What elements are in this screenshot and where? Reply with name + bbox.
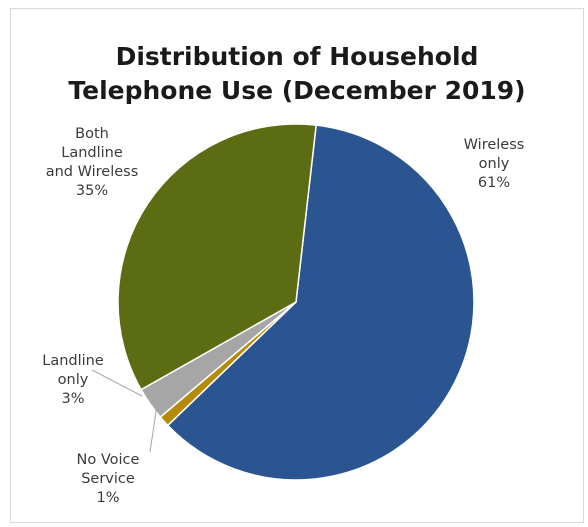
label-landline-value: 3% [61, 391, 85, 407]
label-wireless-line-2: only [478, 156, 510, 172]
label-both-line-3: and Wireless [45, 164, 139, 180]
leader-line-landline-only [91, 369, 143, 397]
label-both-line-1: Both [75, 126, 109, 142]
label-wireless-only: Wireless only 61% [452, 136, 536, 193]
label-wireless-value: 61% [477, 175, 511, 191]
label-no-voice-line-1: No Voice [76, 452, 140, 468]
label-both-line-2: Landline [61, 145, 123, 161]
label-landline-line-2: only [57, 372, 89, 388]
slice-wireless-only [166, 124, 475, 481]
label-landline-only: Landline only 3% [28, 352, 118, 409]
label-wireless-line-1: Wireless [463, 137, 525, 153]
label-both: Both Landline and Wireless 35% [36, 125, 148, 201]
label-landline-line-1: Landline [42, 353, 104, 369]
label-no-voice-service: No Voice Service 1% [60, 451, 156, 508]
slice-both-landline-and-wireless [117, 123, 317, 391]
label-both-value: 35% [75, 183, 109, 199]
chart-title: Distribution of Household Telephone Use … [10, 40, 584, 108]
label-no-voice-line-2: Service [81, 471, 135, 487]
leader-line-no-voice-service [149, 404, 158, 453]
label-no-voice-value: 1% [96, 490, 120, 506]
chart-title-line-1: Distribution of Household [115, 42, 479, 71]
chart-title-line-2: Telephone Use (December 2019) [68, 76, 526, 105]
